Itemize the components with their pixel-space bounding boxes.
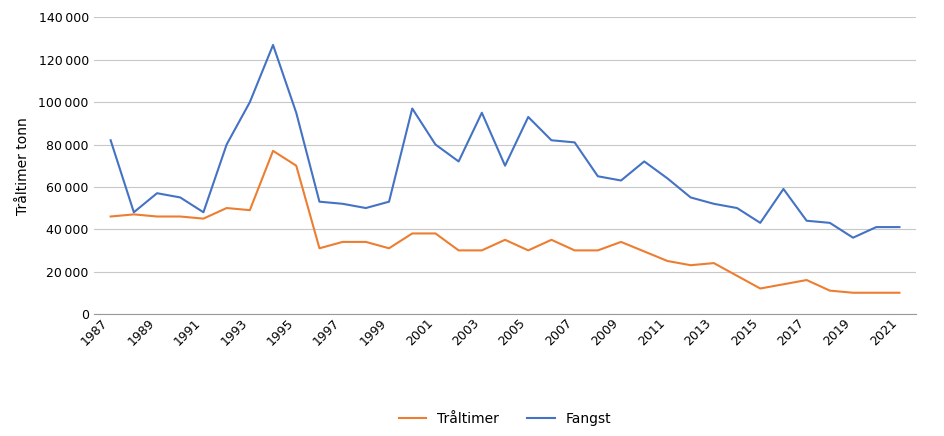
Fangst bbox=[685, 195, 697, 200]
Tråltimer bbox=[662, 259, 673, 264]
Fangst bbox=[638, 159, 649, 164]
Fangst bbox=[824, 220, 835, 225]
Tråltimer bbox=[546, 237, 557, 242]
Fangst bbox=[894, 225, 905, 230]
Fangst bbox=[175, 195, 186, 200]
Tråltimer bbox=[685, 262, 697, 268]
Tråltimer bbox=[128, 212, 140, 217]
Tråltimer bbox=[848, 290, 859, 295]
Tråltimer bbox=[824, 288, 835, 293]
Tråltimer bbox=[221, 205, 232, 211]
Fangst bbox=[337, 201, 348, 206]
Fangst bbox=[754, 220, 766, 225]
Fangst bbox=[198, 210, 210, 215]
Tråltimer bbox=[383, 245, 395, 251]
Fangst bbox=[244, 99, 256, 105]
Tråltimer bbox=[105, 214, 116, 219]
Fangst bbox=[708, 201, 719, 206]
Fangst bbox=[870, 225, 882, 230]
Fangst bbox=[453, 159, 464, 164]
Fangst bbox=[615, 178, 627, 183]
Tråltimer bbox=[476, 248, 487, 253]
Tråltimer bbox=[708, 260, 719, 266]
Tråltimer bbox=[615, 239, 627, 245]
Fangst bbox=[128, 210, 140, 215]
Tråltimer bbox=[430, 231, 441, 236]
Fangst bbox=[546, 138, 557, 143]
Tråltimer bbox=[313, 245, 325, 251]
Fangst bbox=[801, 218, 812, 223]
Fangst bbox=[105, 138, 116, 143]
Fangst bbox=[291, 110, 302, 116]
Tråltimer bbox=[592, 248, 603, 253]
Fangst bbox=[499, 163, 511, 168]
Tråltimer bbox=[499, 237, 511, 242]
Tråltimer bbox=[198, 216, 210, 221]
Fangst bbox=[407, 106, 418, 111]
Fangst bbox=[476, 110, 487, 116]
Fangst bbox=[313, 199, 325, 204]
Tråltimer bbox=[569, 248, 581, 253]
Fangst bbox=[383, 199, 395, 204]
Line: Tråltimer: Tråltimer bbox=[110, 151, 900, 293]
Tråltimer bbox=[754, 286, 766, 291]
Tråltimer bbox=[361, 239, 372, 245]
Tråltimer bbox=[801, 277, 812, 283]
Fangst bbox=[430, 142, 441, 147]
Legend: Tråltimer, Fangst: Tråltimer, Fangst bbox=[393, 406, 617, 432]
Fangst bbox=[732, 205, 743, 211]
Tråltimer bbox=[407, 231, 418, 236]
Tråltimer bbox=[244, 208, 256, 213]
Tråltimer bbox=[453, 248, 464, 253]
Tråltimer bbox=[337, 239, 348, 245]
Tråltimer bbox=[523, 248, 534, 253]
Fangst bbox=[267, 42, 278, 48]
Tråltimer bbox=[267, 148, 278, 153]
Fangst bbox=[848, 235, 859, 240]
Fangst bbox=[662, 176, 673, 181]
Fangst bbox=[151, 191, 162, 196]
Y-axis label: Tråltimer tonn: Tråltimer tonn bbox=[16, 117, 30, 215]
Fangst bbox=[592, 174, 603, 179]
Tråltimer bbox=[175, 214, 186, 219]
Tråltimer bbox=[894, 290, 905, 295]
Fangst bbox=[361, 205, 372, 211]
Tråltimer bbox=[151, 214, 162, 219]
Fangst bbox=[523, 114, 534, 119]
Tråltimer bbox=[291, 163, 302, 168]
Fangst bbox=[221, 142, 232, 147]
Fangst bbox=[569, 140, 581, 145]
Fangst bbox=[778, 186, 789, 191]
Line: Fangst: Fangst bbox=[110, 45, 900, 238]
